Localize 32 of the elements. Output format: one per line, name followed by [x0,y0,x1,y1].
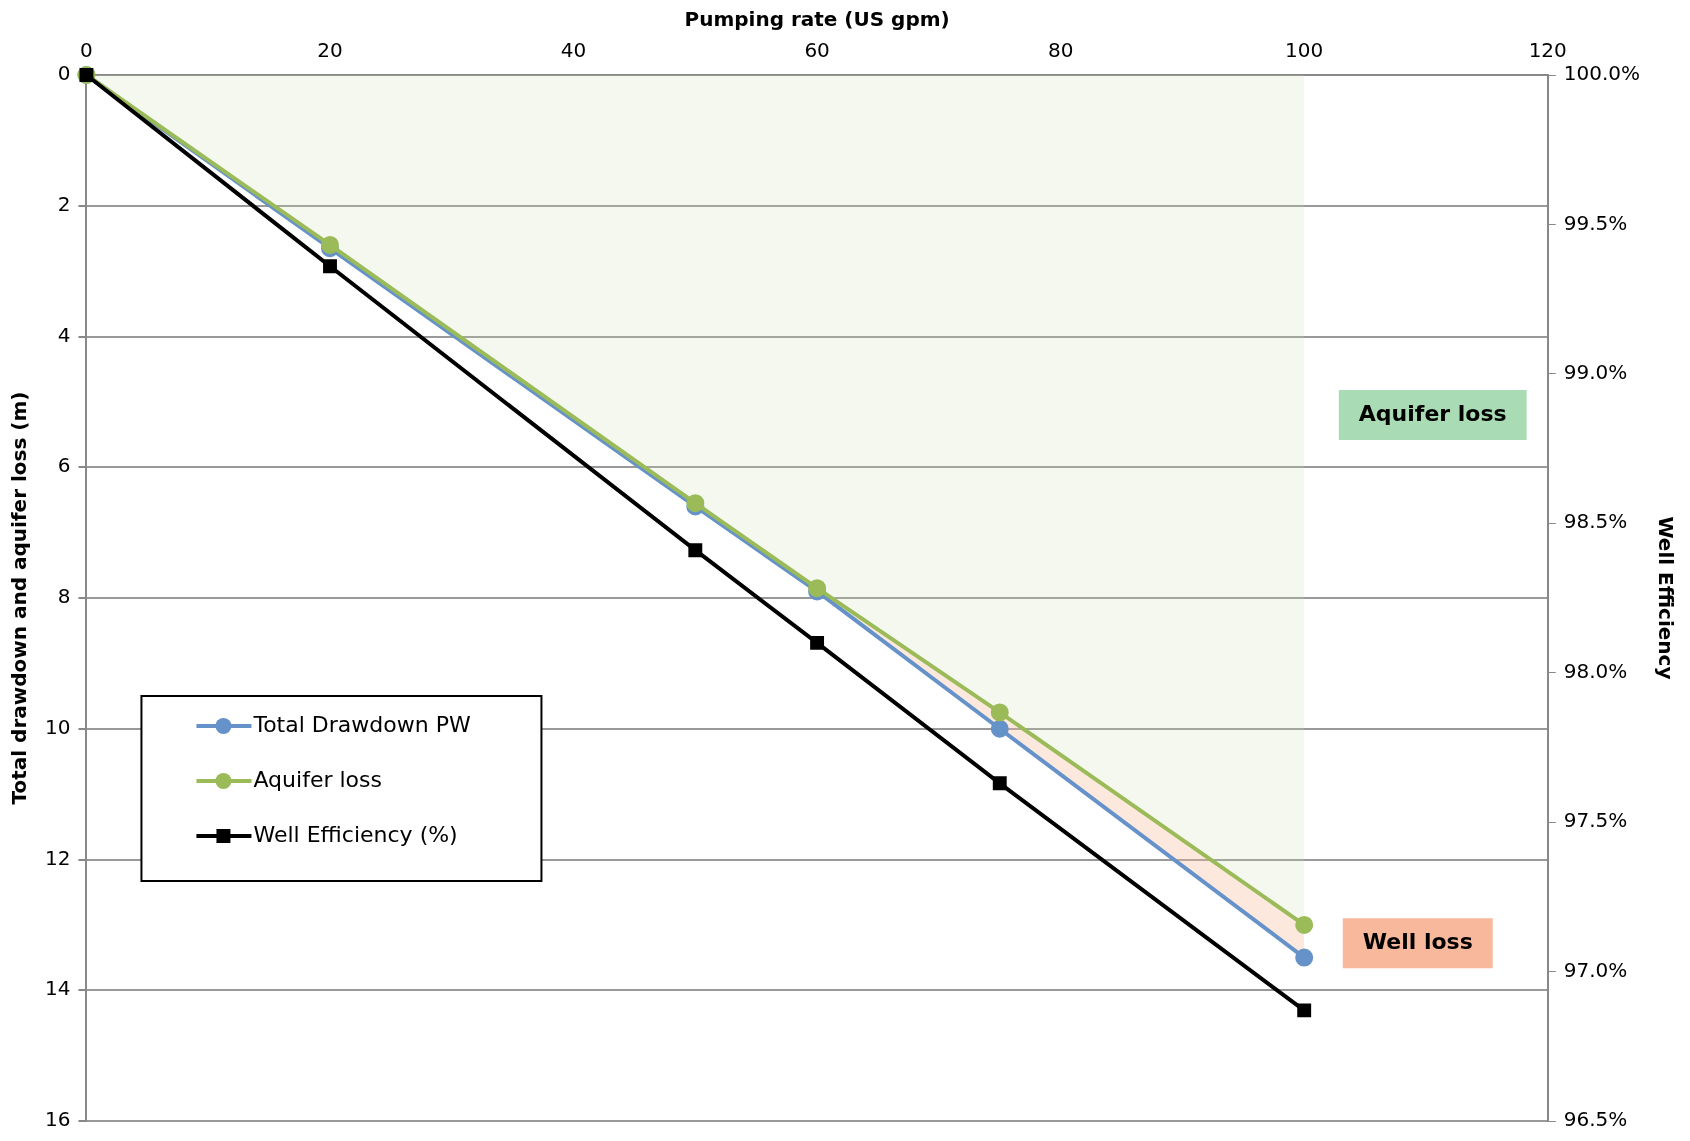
y-tick-label: 8 [57,584,71,609]
x-axis-title: Pumping rate (US gpm) [684,7,950,32]
legend-label: Total Drawdown PW [252,711,471,737]
x-tick-label: 120 [1528,38,1567,63]
x-tick-label: 80 [1047,38,1074,63]
y2-tick-label: 97.5% [1563,808,1628,833]
x-tick-label: 20 [317,38,343,63]
annotation: Well loss [1362,928,1473,954]
annotation: Aquifer loss [1358,400,1507,426]
y-tick-label: 4 [57,322,71,347]
y-axis-title: Total drawdown and aquifer loss (m) [7,391,32,805]
y2-tick-label: 98.5% [1563,509,1628,534]
y2-tick-label: 99.5% [1563,210,1628,235]
x-tick-label: 60 [804,38,830,63]
x-tick-label: 40 [560,38,587,63]
x-tick-label: 0 [80,38,93,63]
y2-tick-label: 100.0% [1563,61,1641,86]
y2-tick-label: 99.0% [1563,360,1628,385]
y-tick-label: 10 [45,714,71,739]
y-tick-label: 0 [57,61,71,86]
y2-tick-label: 98.0% [1563,658,1628,683]
x-tick-label: 100 [1285,38,1324,63]
y-tick-label: 2 [57,191,71,216]
y-tick-label: 14 [45,976,71,1001]
y2-axis-title: Well Efficiency [1653,516,1678,680]
y2-tick-label: 97.0% [1563,957,1628,982]
y-tick-label: 16 [45,1107,71,1132]
y-tick-label: 12 [45,845,71,870]
y-tick-label: 6 [57,453,71,478]
y2-tick-label: 96.5% [1563,1107,1628,1132]
legend-label: Aquifer loss [253,766,382,792]
legend-label: Well Efficiency (%) [253,821,458,847]
